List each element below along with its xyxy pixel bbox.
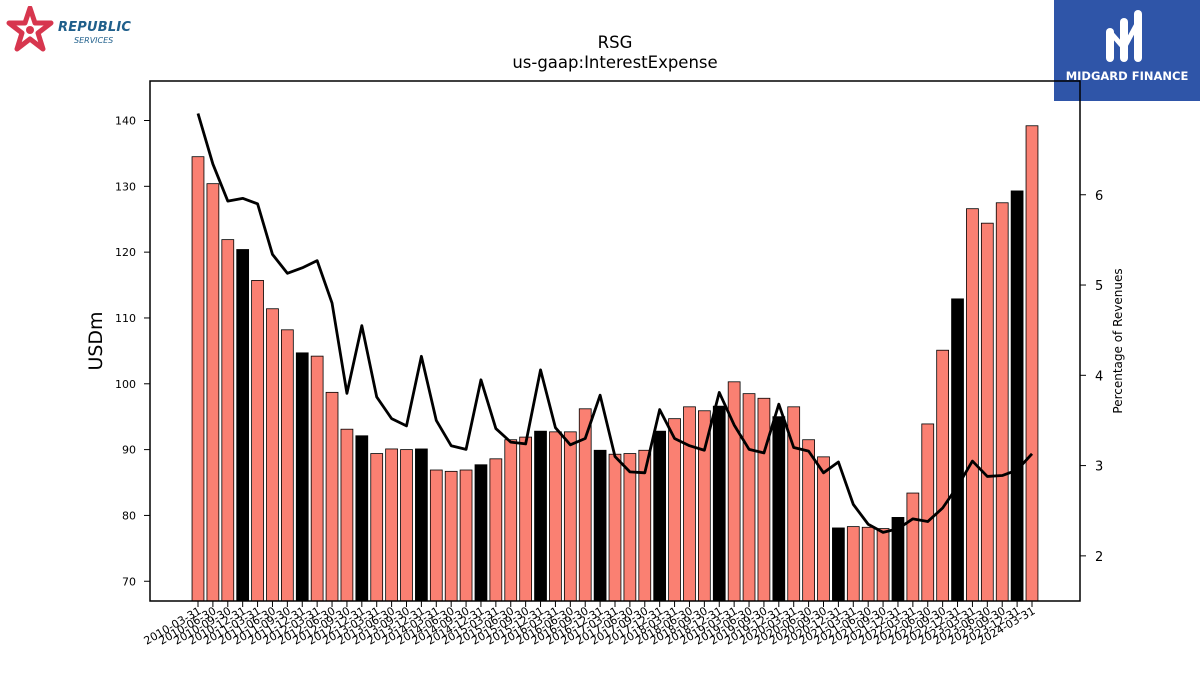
x-axis: 2010-03-312010-06-302010-09-302010-12-31… (142, 601, 1038, 648)
y2-tick-label: 6 (1095, 189, 1103, 204)
bar (429, 469, 443, 602)
bar (563, 431, 577, 602)
bar (280, 329, 294, 602)
y-tick-label: 130 (115, 180, 136, 193)
bar (370, 453, 384, 602)
bar (474, 464, 488, 602)
bar (712, 405, 726, 602)
y-tick-label: 140 (115, 114, 136, 127)
star-logo-icon (6, 6, 54, 52)
bar (459, 469, 473, 602)
bar (310, 355, 324, 602)
bar (295, 352, 309, 602)
bar (817, 456, 830, 602)
bar (355, 435, 369, 602)
bar (400, 449, 413, 602)
y-tick-label: 80 (122, 509, 136, 522)
y2-tick-label: 2 (1095, 550, 1103, 565)
y-tick-label: 90 (122, 444, 136, 457)
bar (1025, 125, 1039, 602)
y2-tick-label: 5 (1095, 279, 1103, 294)
bar (504, 439, 518, 602)
y-tick-label: 120 (115, 246, 136, 259)
bar (757, 397, 771, 602)
bar (742, 393, 756, 602)
bar (921, 423, 935, 602)
bar (668, 418, 681, 602)
bar (519, 436, 533, 602)
bar-series (191, 125, 1039, 602)
bar (876, 528, 890, 602)
bar (385, 448, 398, 602)
y-tick-label: 110 (115, 312, 136, 325)
logo-left-name: REPUBLIC (58, 20, 132, 35)
y2-tick-label: 3 (1095, 460, 1103, 475)
chart-title: RSG (598, 33, 633, 52)
bar (534, 430, 547, 602)
y-axis-label: USDm (85, 311, 107, 370)
bar (980, 222, 994, 602)
bar (936, 349, 950, 602)
bar (340, 428, 354, 602)
bar (489, 458, 503, 602)
bar (683, 406, 696, 602)
bar (832, 527, 845, 602)
bar (444, 470, 458, 602)
bar (221, 239, 235, 602)
midgard-m-icon (1106, 10, 1142, 62)
bar (251, 280, 264, 602)
bar (206, 183, 220, 602)
y2-axis-label: Percentage of Revenues (1111, 268, 1125, 413)
bar (906, 492, 920, 602)
bar (846, 526, 860, 602)
chart-subtitle: us-gaap:InterestExpense (512, 53, 717, 72)
logo-left-sub: SERVICES (74, 36, 114, 45)
bar (325, 391, 339, 602)
bar (802, 439, 815, 602)
bar (266, 308, 279, 602)
bar (549, 431, 562, 602)
bar (1010, 190, 1024, 602)
bar (966, 208, 979, 602)
y-tick-label: 70 (122, 575, 136, 588)
bar (653, 430, 667, 602)
republic-services-logo: REPUBLIC SERVICES (6, 6, 146, 54)
logo-right-name: MIDGARD FINANCE (1065, 69, 1189, 83)
revenue-percentage-line (196, 113, 1034, 534)
bar (415, 448, 428, 602)
y-axis-right: 2 3 4 5 6 (1080, 189, 1103, 565)
midgard-finance-logo: MIDGARD FINANCE (1054, 0, 1200, 101)
bar (236, 249, 250, 602)
bar (593, 449, 607, 602)
line-series (196, 113, 1034, 534)
bar (191, 156, 205, 602)
bar (623, 453, 637, 602)
bar (772, 416, 786, 602)
bar (995, 202, 1009, 602)
y-axis-left: 70 80 90 100 110 120 130 140 (115, 114, 150, 588)
y2-tick-label: 4 (1095, 369, 1103, 384)
y-tick-label: 100 (115, 378, 136, 391)
bar (861, 526, 875, 602)
bar (608, 453, 622, 602)
bar (951, 298, 964, 602)
